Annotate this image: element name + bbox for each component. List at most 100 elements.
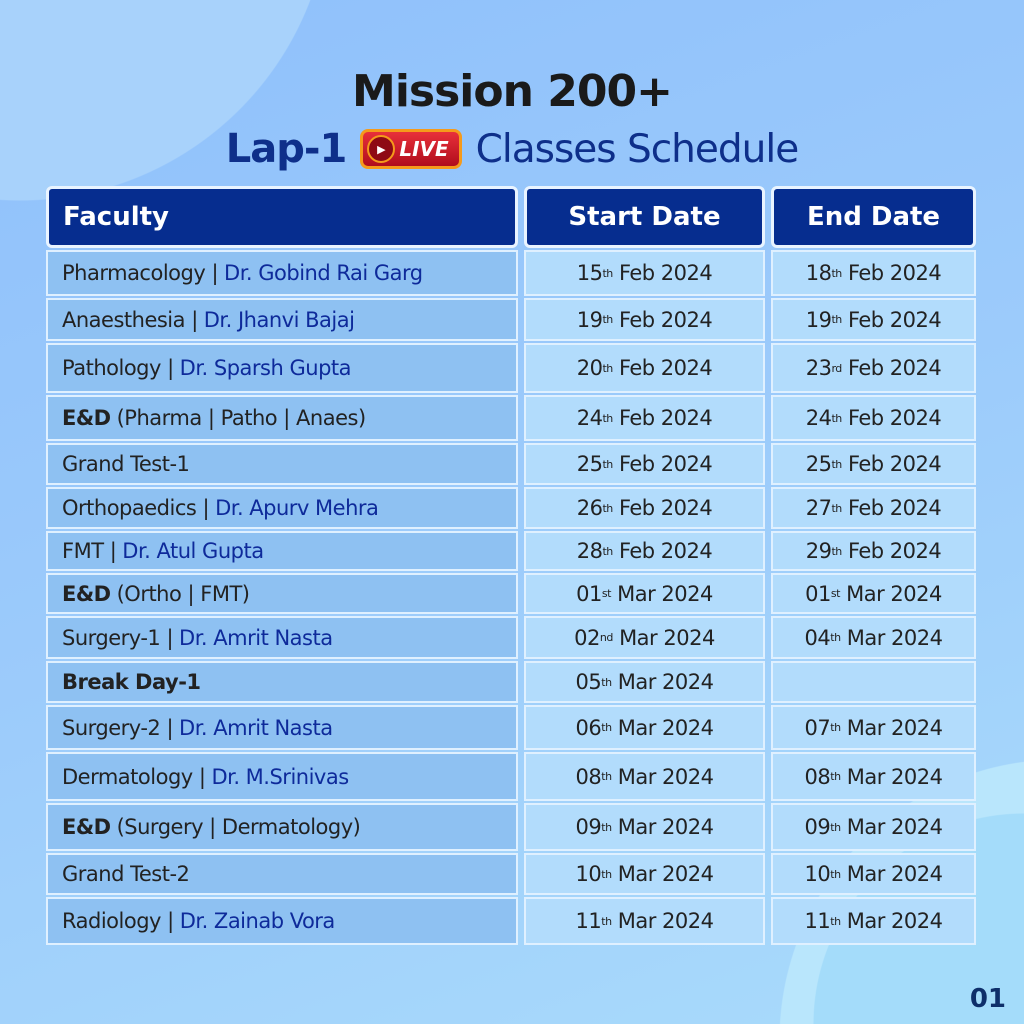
date-day: 28 (576, 539, 603, 563)
faculty-cell: Dermatology | Dr. M.Srinivas (46, 752, 518, 801)
faculty-cell: Surgery-1 | Dr. Amrit Nasta (46, 616, 518, 659)
date-month-year: Feb 2024 (847, 452, 942, 476)
date-month-year: Mar 2024 (619, 625, 715, 650)
live-badge-text: LIVE (399, 137, 449, 161)
doctor-name: Dr. Sparsh Gupta (179, 356, 352, 380)
header-start-date: Start Date (524, 186, 765, 248)
date-month-year: Feb 2024 (618, 496, 713, 520)
date-month-year: Feb 2024 (847, 539, 942, 563)
subject: Grand Test-2 (62, 862, 190, 886)
date-suffix: th (831, 544, 842, 558)
date-day: 05 (575, 670, 602, 694)
date-suffix: th (601, 914, 612, 928)
date-month-year: Mar 2024 (846, 862, 943, 886)
date-day: 09 (575, 815, 602, 839)
subject: (Pharma | Patho | Anaes) (116, 406, 367, 430)
date-month-year: Mar 2024 (617, 764, 714, 789)
live-badge: ▶ LIVE (360, 129, 462, 169)
end-date-cell (771, 661, 976, 703)
bold-label: E&D (62, 815, 111, 839)
date-day: 29 (805, 539, 832, 563)
faculty-cell: E&D (Pharma | Patho | Anaes) (46, 395, 518, 441)
date-day: 02 (574, 625, 600, 650)
date-day: 01 (805, 581, 831, 606)
date-day: 24 (576, 406, 603, 430)
table-row: Pharmacology | Dr. Gobind Rai Garg 15 th F… (46, 250, 976, 296)
subject: Grand Test-1 (62, 452, 190, 476)
page-title: Mission 200+ (352, 66, 673, 117)
date-month-year: Feb 2024 (618, 261, 713, 285)
date-day: 11 (804, 909, 831, 933)
date-suffix: th (830, 631, 841, 644)
subject: Surgery-1 | (62, 625, 174, 650)
faculty-cell: Grand Test-1 (46, 443, 518, 485)
date-month-year: Feb 2024 (847, 406, 942, 430)
date-suffix: th (831, 457, 842, 471)
date-suffix: th (601, 820, 612, 834)
date-day: 01 (576, 581, 602, 606)
date-month-year: Mar 2024 (617, 715, 714, 740)
date-day: 10 (575, 862, 602, 886)
date-month-year: Feb 2024 (618, 406, 713, 430)
date-day: 24 (805, 406, 832, 430)
date-day: 27 (805, 496, 832, 520)
subject: Radiology | (62, 909, 174, 933)
subtitle-text: Classes Schedule (475, 126, 800, 172)
date-month-year: Feb 2024 (847, 496, 942, 520)
date-day: 09 (804, 815, 831, 839)
date-month-year: Mar 2024 (846, 909, 943, 933)
faculty-cell: Pharmacology | Dr. Gobind Rai Garg (46, 250, 518, 296)
play-icon: ▶ (367, 135, 396, 163)
date-month-year: Feb 2024 (618, 356, 713, 380)
faculty-cell: FMT | Dr. Atul Gupta (46, 531, 518, 571)
doctor-name: Dr. Apurv Mehra (215, 496, 379, 520)
subject: Pathology | (62, 356, 174, 380)
date-month-year: Feb 2024 (618, 452, 713, 476)
date-suffix: th (831, 501, 842, 515)
date-month-year: Feb 2024 (847, 356, 942, 380)
date-day: 15 (576, 261, 603, 285)
date-suffix: th (602, 361, 613, 375)
date-suffix: th (601, 867, 612, 881)
faculty-cell: Orthopaedics | Dr. Apurv Mehra (46, 487, 518, 529)
date-month-year: Feb 2024 (618, 307, 713, 332)
date-suffix: nd (599, 631, 613, 644)
date-month-year: Mar 2024 (846, 625, 943, 650)
faculty-cell: Surgery-2 | Dr. Amrit Nasta (46, 705, 518, 750)
date-suffix: th (602, 501, 613, 515)
date-day: 07 (804, 715, 831, 740)
date-day: 19 (805, 307, 832, 332)
subject: (Surgery | Dermatology) (116, 815, 361, 839)
faculty-cell: E&D (Surgery | Dermatology) (46, 803, 518, 851)
date-month-year: Mar 2024 (846, 715, 943, 740)
doctor-name: Dr. M.Srinivas (211, 764, 349, 789)
date-month-year: Feb 2024 (618, 539, 713, 563)
date-suffix: th (831, 266, 842, 280)
doctor-name: Dr. Jhanvi Bajaj (203, 307, 355, 332)
doctor-name: Dr. Atul Gupta (122, 539, 264, 563)
subject: Orthopaedics | (62, 496, 210, 520)
date-suffix: th (602, 457, 613, 471)
